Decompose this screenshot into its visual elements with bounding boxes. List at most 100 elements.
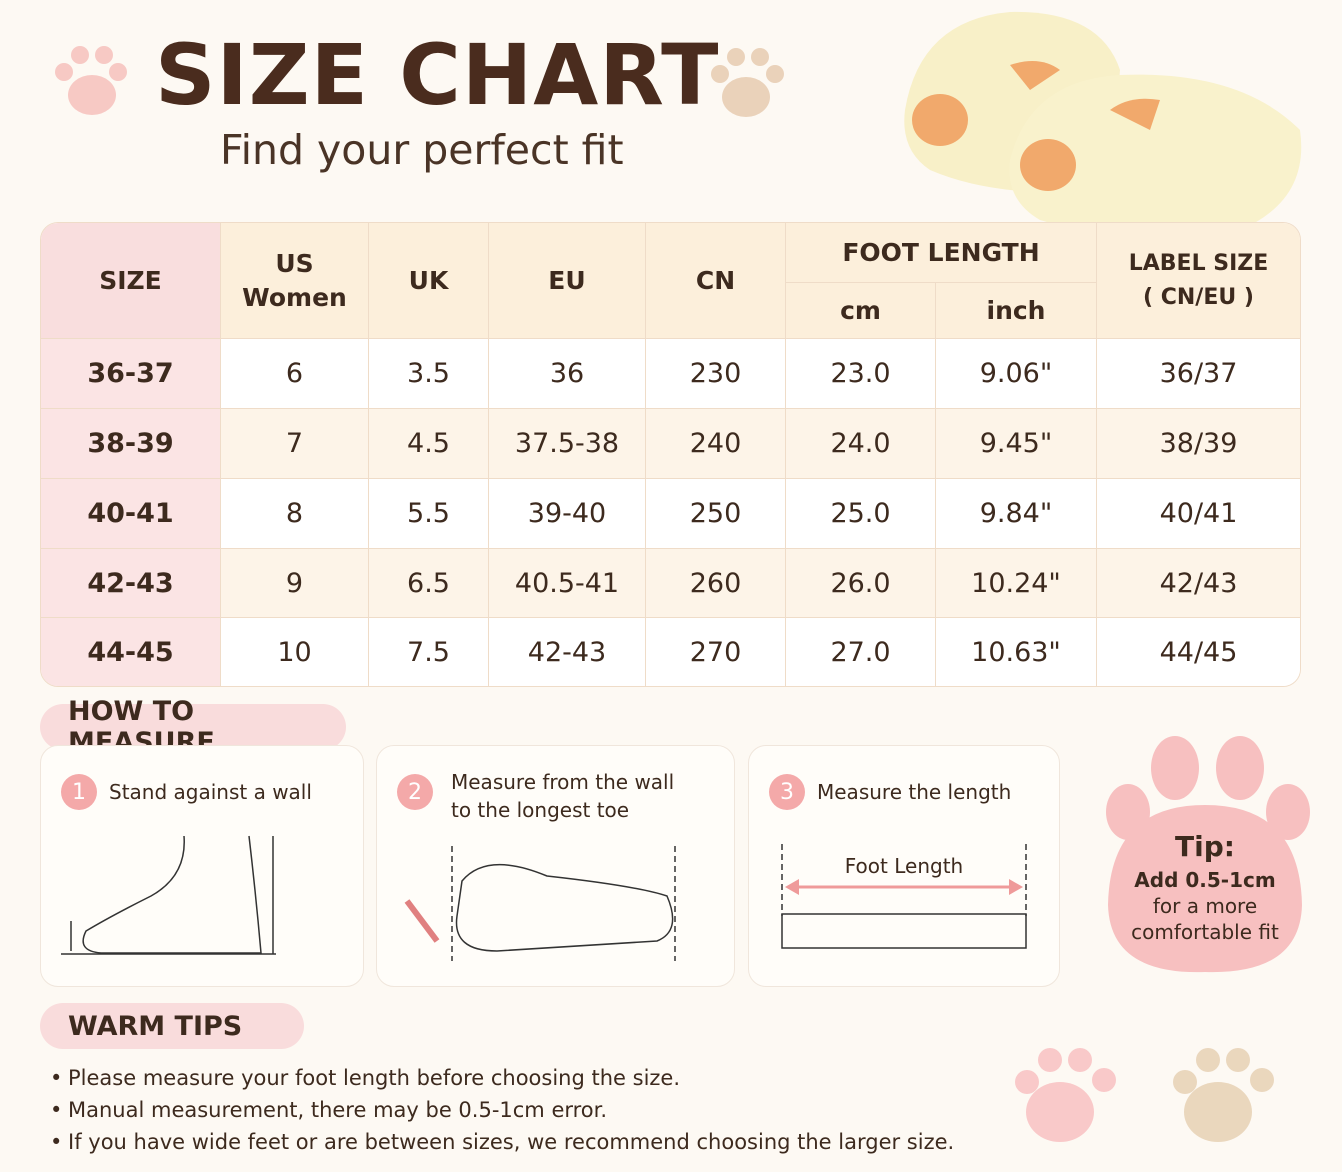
- table-cell: 7: [221, 409, 369, 479]
- step-card: 3 Measure the length Foot Length: [748, 745, 1060, 987]
- paw-icon: [711, 48, 784, 117]
- tip-item: • If you have wide feet or are between si…: [50, 1126, 954, 1158]
- foot-side-drawing: [61, 835, 276, 955]
- size-table: SIZE US Women UK EU CN FOOT LENGTH cm inch LABEL …: [40, 222, 1301, 687]
- subtitle: Find your perfect fit: [220, 126, 624, 174]
- table-cell: 23.0: [786, 339, 936, 409]
- ruler-label: Foot Length: [844, 854, 964, 878]
- tip-item-text: Please measure your foot length before c…: [68, 1066, 681, 1090]
- title: SIZE CHART: [155, 26, 720, 124]
- table-cell: 44/45: [1097, 618, 1300, 686]
- header-cell: FOOT LENGTH: [786, 223, 1097, 283]
- slippers-illustration: [904, 11, 1302, 236]
- header-cell: CN: [646, 223, 786, 339]
- header-text: EU: [548, 265, 586, 295]
- table-cell: 42/43: [1097, 549, 1300, 618]
- tip-item: • Manual measurement, there may be 0.5-1c…: [50, 1094, 954, 1126]
- table-cell: 7.5: [369, 618, 489, 686]
- bullet: •: [50, 1130, 63, 1154]
- header-text: LABEL SIZE: [1128, 250, 1269, 276]
- paw-icon: [55, 46, 127, 115]
- step-text: Measure from the wall to the longest toe: [451, 768, 674, 824]
- table-cell: 36/37: [1097, 339, 1300, 409]
- table-cell: 24.0: [786, 409, 936, 479]
- step-card: 2 Measure from the wall to the longest toe: [376, 745, 735, 987]
- tip-item-text: If you have wide feet or are between siz…: [68, 1130, 955, 1154]
- step-card: 1 Stand against a wall: [40, 745, 364, 987]
- step-text: Measure the length: [817, 778, 1011, 806]
- tip-paw: [1106, 736, 1310, 973]
- table-cell: 42-43: [41, 549, 221, 618]
- tip-line: Add 0.5-1cm: [1134, 868, 1276, 892]
- tip-item-text: Manual measurement, there may be 0.5-1cm…: [68, 1098, 608, 1122]
- section-title: WARM TIPS: [40, 1003, 304, 1049]
- header-text: UK: [408, 265, 449, 295]
- section-title: HOW TO MEASURE: [40, 696, 346, 758]
- table-cell: 37.5-38: [489, 409, 646, 479]
- table-cell: 25.0: [786, 479, 936, 549]
- step-number: 3: [769, 774, 805, 810]
- header-text: ( CN/EU ): [1143, 284, 1254, 310]
- table-cell: 44-45: [41, 618, 221, 686]
- header-text: FOOT LENGTH: [842, 237, 1040, 267]
- table-cell: 270: [646, 618, 786, 686]
- warm-tips-list: • Please measure your foot length before …: [50, 1062, 954, 1158]
- tip-line: comfortable fit: [1131, 920, 1279, 944]
- table-cell: 40-41: [41, 479, 221, 549]
- table-cell: 10.63": [936, 618, 1097, 686]
- table-cell: 27.0: [786, 618, 936, 686]
- table-cell: 10.24": [936, 549, 1097, 618]
- header-text: SIZE: [99, 265, 162, 295]
- table-cell: 9: [221, 549, 369, 618]
- table-cell: 8: [221, 479, 369, 549]
- ruler-drawing: [781, 844, 1027, 949]
- header-text: Women: [242, 282, 347, 312]
- table-cell: 9.84": [936, 479, 1097, 549]
- header-text: US: [275, 248, 314, 278]
- header-text: cm: [840, 295, 881, 325]
- table-cell: 40.5-41: [489, 549, 646, 618]
- table-cell: 4.5: [369, 409, 489, 479]
- table-cell: 39-40: [489, 479, 646, 549]
- table-cell: 5.5: [369, 479, 489, 549]
- header-text: inch: [986, 295, 1046, 325]
- tip-title: Tip:: [1175, 830, 1235, 863]
- header-cell: LABEL SIZE ( CN/EU ): [1097, 223, 1300, 339]
- bullet: •: [50, 1066, 63, 1090]
- step-text: Stand against a wall: [109, 778, 312, 806]
- header-cell: UK: [369, 223, 489, 339]
- step-text-line: Measure from the wall: [451, 770, 675, 794]
- table-cell: 230: [646, 339, 786, 409]
- tip-line: for a more: [1152, 894, 1258, 918]
- table-cell: 9.45": [936, 409, 1097, 479]
- table-cell: 26.0: [786, 549, 936, 618]
- table-cell: 36: [489, 339, 646, 409]
- step-text-line: Stand against a wall: [109, 780, 312, 804]
- table-cell: 3.5: [369, 339, 489, 409]
- header-cell: EU: [489, 223, 646, 339]
- table-cell: 260: [646, 549, 786, 618]
- table-cell: 6: [221, 339, 369, 409]
- table-cell: 38-39: [41, 409, 221, 479]
- header-text: CN: [695, 265, 736, 295]
- table-cell: 40/41: [1097, 479, 1300, 549]
- step-number: 1: [61, 774, 97, 810]
- paw-icon: [1015, 1048, 1116, 1142]
- step-text-line: Measure the length: [817, 780, 1012, 804]
- table-cell: 36-37: [41, 339, 221, 409]
- header-cell: SIZE: [41, 223, 221, 339]
- header-cell: inch: [936, 283, 1097, 339]
- table-cell: 250: [646, 479, 786, 549]
- table-cell: 240: [646, 409, 786, 479]
- tip: Tip: Add 0.5-1cm for a more comfortable fit: [1108, 830, 1302, 945]
- table-cell: 38/39: [1097, 409, 1300, 479]
- foot-top-drawing: [404, 846, 676, 961]
- step-number: 2: [397, 774, 433, 810]
- header-cell: US Women: [221, 223, 369, 339]
- paw-icon: [1173, 1048, 1274, 1142]
- header-cell: cm: [786, 283, 936, 339]
- table-cell: 6.5: [369, 549, 489, 618]
- table-cell: 9.06": [936, 339, 1097, 409]
